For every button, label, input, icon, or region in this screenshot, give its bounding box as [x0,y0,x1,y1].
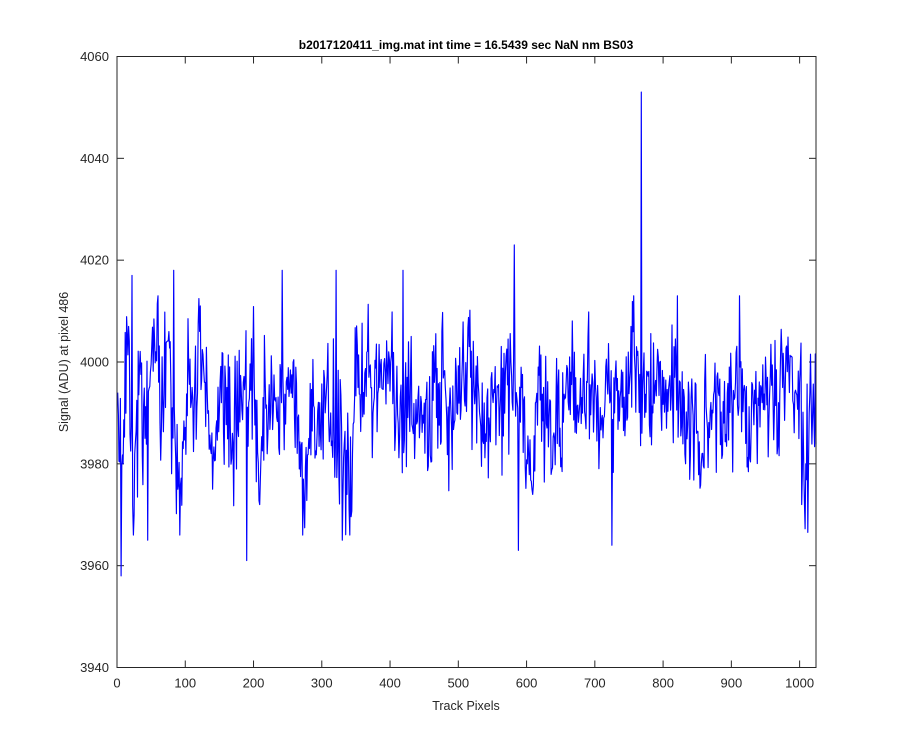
x-tick-label: 300 [311,676,333,691]
x-tick-label: 200 [243,676,265,691]
x-tick-label: 800 [652,676,674,691]
x-tick-label: 600 [516,676,538,691]
y-tick-label: 3940 [80,660,109,675]
y-tick-label: 4000 [80,355,109,370]
x-tick-label: 100 [174,676,196,691]
y-tick-label: 4040 [80,151,109,166]
chart-title: b2017120411_img.mat int time = 16.5439 s… [299,38,634,52]
y-axis-label: Signal (ADU) at pixel 486 [57,292,71,432]
signal-series-line [117,91,817,577]
x-tick-label: 400 [379,676,401,691]
x-tick-label: 900 [721,676,743,691]
x-tick-label: 0 [113,676,120,691]
y-tick-label: 4060 [80,49,109,64]
x-tick-label: 500 [447,676,469,691]
data-layer [117,91,817,577]
y-tick-label: 3980 [80,456,109,471]
axes: 0 100 200 300 400 500 600 700 800 900 1000 3940 3960… [80,49,816,691]
axes-frame [116,56,817,668]
y-tick-label: 3960 [80,558,109,573]
y-tick-label: 4020 [80,253,109,268]
x-tick-label: 1000 [785,676,814,691]
x-tick-label: 700 [584,676,606,691]
x-axis-label: Track Pixels [432,699,500,713]
